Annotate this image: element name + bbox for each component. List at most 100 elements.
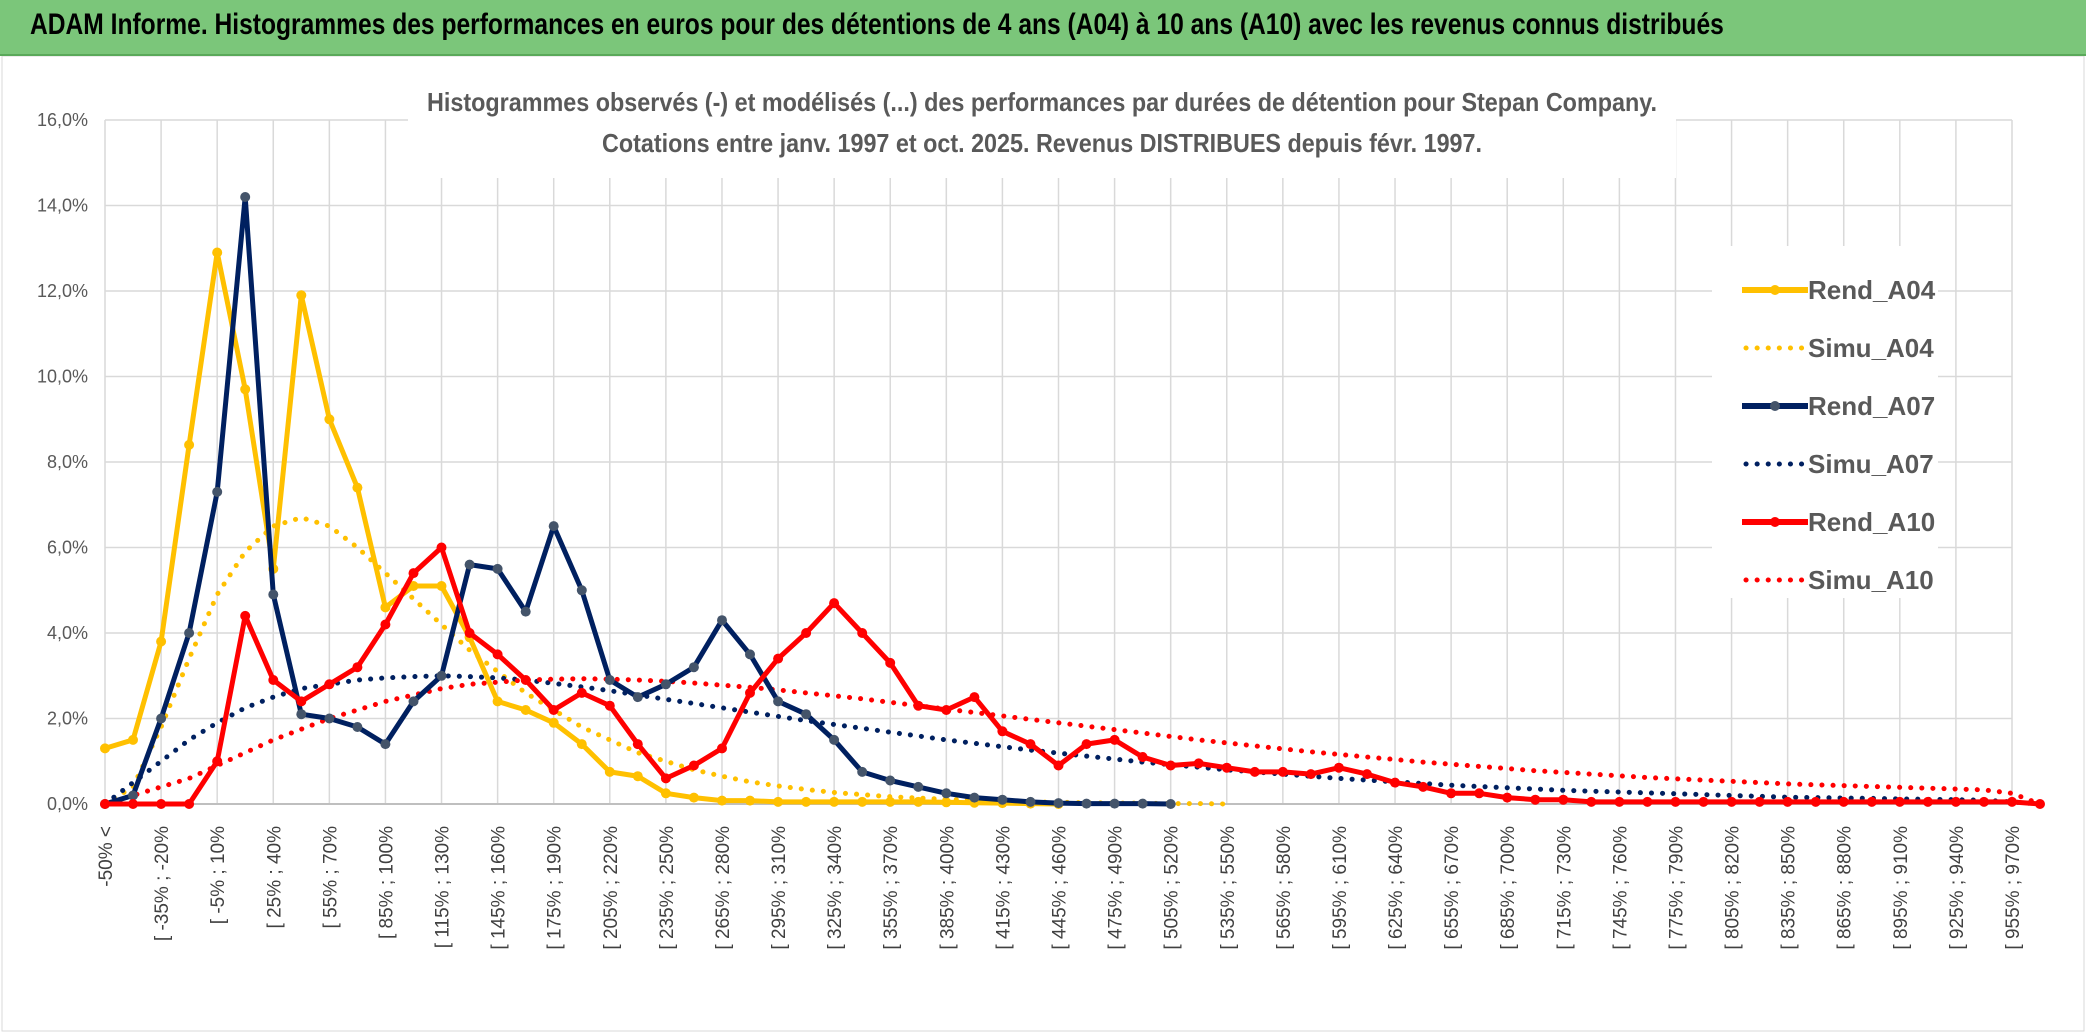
data-point xyxy=(1277,766,1288,777)
series-layer xyxy=(100,192,2045,809)
data-point xyxy=(773,653,784,664)
data-point xyxy=(997,794,1008,805)
data-point xyxy=(240,192,251,202)
data-point xyxy=(1782,796,1793,807)
legend: Rend_A04 Simu_A04 Rend_A07 Simu_A07 Rend_A10… xyxy=(1712,246,1938,598)
data-point xyxy=(1053,760,1064,771)
x-tick-label: -50% < xyxy=(96,826,117,887)
data-point xyxy=(212,756,223,767)
data-point xyxy=(1642,796,1653,807)
legend-marker xyxy=(1770,401,1780,411)
legend-item: Simu_A04 xyxy=(1743,333,1934,363)
data-point xyxy=(352,722,363,732)
data-point xyxy=(212,486,223,497)
data-point xyxy=(632,692,643,703)
data-point xyxy=(324,713,335,724)
data-point xyxy=(436,581,447,591)
data-point xyxy=(717,743,727,754)
data-point xyxy=(829,734,840,745)
data-point xyxy=(1614,796,1625,807)
data-point xyxy=(604,675,615,685)
y-axis-ticks: 0,0% 2,0% 4,0% 6,0% 8,0% 10,0% 12,0% 14,0% 16,0% xyxy=(37,110,88,814)
data-point xyxy=(857,796,868,807)
data-point xyxy=(1109,734,1120,745)
data-point xyxy=(941,788,952,799)
data-point xyxy=(184,799,195,809)
x-tick-label: [ 265% ; 280% xyxy=(713,826,734,950)
x-tick-label: [ 115% ; 130% xyxy=(433,826,454,948)
data-point xyxy=(576,739,587,750)
x-tick-label: [ 355% ; 370% xyxy=(881,826,902,950)
data-point xyxy=(1390,777,1400,788)
data-point xyxy=(1979,796,1989,807)
data-point xyxy=(436,670,447,681)
x-tick-label: [ 685% ; 700% xyxy=(1498,826,1519,950)
data-point xyxy=(352,482,363,493)
data-point xyxy=(128,799,138,809)
data-point xyxy=(1558,794,1569,805)
data-point xyxy=(1950,796,1961,807)
x-tick-label: [ 475% ; 490% xyxy=(1106,826,1127,950)
data-point xyxy=(380,739,391,750)
data-point xyxy=(1137,798,1148,809)
data-point xyxy=(745,795,755,806)
x-tick-label: [ 505% ; 520% xyxy=(1162,826,1183,950)
x-tick-label: [ 25% ; 40% xyxy=(264,826,285,929)
data-point xyxy=(2035,799,2045,809)
data-point xyxy=(829,796,840,807)
data-point xyxy=(1081,739,1092,750)
y-tick-label: 12,0% xyxy=(37,281,88,301)
data-point xyxy=(492,649,503,660)
legend-label: Simu_A10 xyxy=(1808,565,1934,595)
data-point xyxy=(156,636,167,647)
x-tick-label: [ 295% ; 310% xyxy=(769,826,790,950)
series-line xyxy=(105,545,2041,807)
y-tick-label: 16,0% xyxy=(37,110,88,130)
x-tick-label: [ -35% ; -20% xyxy=(152,826,173,941)
histogram-chart: Histogrammes observés (-) et modélisés (… xyxy=(1,56,2085,1032)
data-point xyxy=(1333,762,1344,773)
data-point xyxy=(436,542,447,553)
legend-marker xyxy=(1770,285,1780,295)
x-tick-label: [ 865% ; 880% xyxy=(1835,826,1856,950)
legend-label: Rend_A07 xyxy=(1808,391,1935,421)
x-tick-label: [ 895% ; 910% xyxy=(1891,826,1912,950)
y-tick-label: 10,0% xyxy=(37,367,88,387)
data-point xyxy=(268,675,279,685)
data-point xyxy=(969,792,980,803)
data-point xyxy=(184,628,195,638)
data-point xyxy=(520,606,531,617)
data-point xyxy=(1922,796,1933,807)
legend-item: Rend_A04 xyxy=(1742,275,1936,305)
data-point xyxy=(268,589,279,600)
data-point xyxy=(184,439,195,450)
data-point xyxy=(660,788,671,799)
data-point xyxy=(1698,796,1709,807)
x-tick-label: [ 205% ; 220% xyxy=(601,826,622,950)
data-point xyxy=(801,628,812,638)
data-point xyxy=(520,705,531,715)
series-line xyxy=(102,673,2043,807)
data-point xyxy=(913,796,924,807)
data-point xyxy=(1137,752,1148,762)
data-point xyxy=(857,628,868,638)
data-point xyxy=(1221,762,1232,773)
data-point xyxy=(548,717,559,728)
data-point xyxy=(100,743,110,754)
data-point xyxy=(352,662,363,673)
legend-label: Simu_A07 xyxy=(1808,449,1934,479)
data-point xyxy=(885,657,896,668)
data-point xyxy=(1586,796,1597,807)
data-point xyxy=(380,619,391,630)
data-point xyxy=(2007,796,2017,807)
legend-label: Rend_A04 xyxy=(1808,275,1936,305)
data-point xyxy=(1754,796,1765,807)
data-point xyxy=(885,796,896,807)
data-point xyxy=(660,679,671,690)
data-point xyxy=(1025,739,1036,750)
y-tick-label: 6,0% xyxy=(47,538,88,558)
data-point xyxy=(1418,781,1429,792)
data-point xyxy=(632,739,643,750)
series-simu-a07 xyxy=(102,673,2043,807)
x-tick-label: [ 595% ; 610% xyxy=(1330,826,1351,950)
